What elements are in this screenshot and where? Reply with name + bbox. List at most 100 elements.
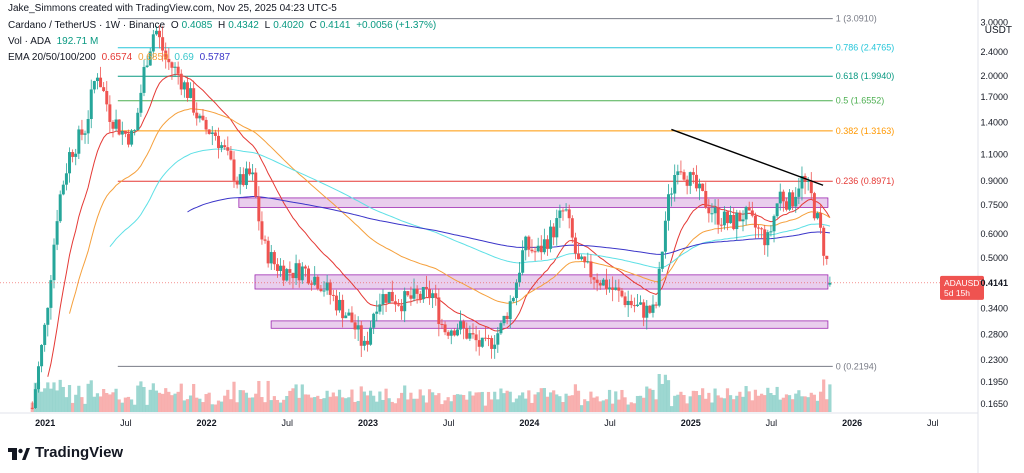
volume-legend[interactable]: Vol · ADA 192.71 M bbox=[8, 36, 101, 47]
volume-bar bbox=[263, 402, 267, 412]
candle-body bbox=[154, 30, 158, 35]
change-value: +0.0056 (+1.37%) bbox=[356, 20, 437, 31]
candle-body bbox=[738, 212, 742, 222]
candle-body bbox=[248, 168, 252, 175]
y-tick-label: 2.0000 bbox=[980, 71, 1008, 81]
candle-body bbox=[626, 300, 630, 306]
candle-body bbox=[791, 192, 795, 207]
volume-bar bbox=[375, 401, 379, 412]
volume-bar bbox=[511, 402, 515, 412]
volume-bar bbox=[607, 389, 612, 412]
candle-body bbox=[331, 294, 335, 296]
support-zone bbox=[238, 197, 829, 208]
volume-bar bbox=[179, 383, 183, 412]
volume-bar bbox=[126, 396, 131, 412]
volume-bar bbox=[145, 404, 149, 412]
candle-body bbox=[462, 321, 466, 329]
volume-bar bbox=[418, 389, 422, 412]
candle-body bbox=[64, 173, 68, 185]
volume-bar bbox=[570, 395, 574, 412]
ema100-value: 0.69 bbox=[174, 52, 194, 63]
candle-body bbox=[300, 266, 304, 281]
volume-bar bbox=[629, 402, 633, 412]
candle-body bbox=[549, 226, 553, 249]
volume-bar bbox=[409, 392, 413, 412]
candle-body bbox=[89, 89, 93, 120]
candle-body bbox=[744, 207, 748, 220]
volume-bar bbox=[387, 398, 391, 412]
candle-body bbox=[514, 282, 518, 299]
candle-body bbox=[46, 307, 50, 325]
candle-body bbox=[809, 180, 813, 194]
tradingview-logo[interactable]: TradingView bbox=[8, 444, 123, 461]
ema-legend[interactable]: EMA 20/50/100/200 0.6574 0.6859 0.69 0.5… bbox=[8, 52, 233, 63]
candle-body bbox=[117, 119, 121, 135]
x-tick-label: 2022 bbox=[197, 418, 217, 428]
volume-bar bbox=[198, 398, 202, 412]
symbol-name[interactable]: Cardano / TetherUS · 1W · Binance bbox=[8, 20, 166, 31]
candle-body bbox=[123, 131, 127, 134]
candle-body bbox=[688, 172, 692, 186]
candle-body bbox=[797, 188, 801, 197]
volume-bar bbox=[825, 399, 829, 412]
fib-level-label: 0 (0.2194) bbox=[836, 361, 877, 371]
volume-bar bbox=[548, 392, 553, 412]
candle-body bbox=[722, 211, 726, 226]
volume-bar bbox=[440, 404, 444, 412]
candle-body bbox=[92, 81, 96, 90]
candle-body bbox=[648, 305, 652, 313]
volume-bar bbox=[142, 386, 146, 412]
candle-body bbox=[775, 203, 779, 217]
volume-bar bbox=[694, 390, 699, 412]
candle-body bbox=[778, 191, 782, 204]
candle-body bbox=[679, 171, 683, 173]
candle-body bbox=[487, 337, 491, 339]
volume-bar bbox=[241, 390, 245, 412]
volume-bar bbox=[272, 396, 276, 412]
candle-body bbox=[55, 221, 59, 245]
volume-bar bbox=[80, 397, 84, 412]
candle-body bbox=[319, 288, 323, 292]
volume-bar bbox=[638, 395, 643, 412]
fib-level-label: 0.618 (1.9940) bbox=[836, 71, 895, 81]
volume-bar bbox=[232, 381, 236, 412]
volume-bar bbox=[688, 396, 692, 412]
volume-bar bbox=[691, 390, 695, 412]
volume-bar bbox=[505, 390, 509, 412]
candle-body bbox=[232, 159, 236, 181]
volume-bar bbox=[396, 398, 401, 412]
candle-body bbox=[369, 327, 373, 345]
candle-body bbox=[632, 305, 636, 307]
candle-body bbox=[126, 133, 130, 145]
volume-bar bbox=[648, 388, 652, 412]
candle-body bbox=[71, 152, 75, 157]
candle-body bbox=[673, 174, 677, 194]
candle-body bbox=[372, 313, 376, 328]
volume-bar bbox=[660, 383, 664, 412]
candle-body bbox=[30, 407, 34, 409]
volume-bar bbox=[260, 397, 264, 412]
x-tick-label: Jul bbox=[120, 418, 132, 428]
volume-bar bbox=[480, 391, 484, 412]
volume-bar bbox=[362, 391, 366, 412]
y-tick-label: 1.7000 bbox=[980, 92, 1008, 102]
candle-body bbox=[511, 298, 515, 302]
volume-bar bbox=[812, 394, 816, 412]
candle-body bbox=[468, 333, 472, 339]
volume-bar bbox=[725, 388, 730, 412]
candle-body bbox=[760, 228, 764, 230]
candle-body bbox=[306, 268, 310, 284]
candle-body bbox=[254, 172, 258, 197]
volume-bar bbox=[322, 398, 326, 412]
volume-bar bbox=[337, 389, 342, 412]
candle-body bbox=[459, 321, 463, 330]
candle-body bbox=[725, 211, 729, 224]
volume-bar bbox=[235, 402, 239, 412]
candle-body bbox=[806, 180, 810, 182]
volume-bar bbox=[71, 402, 75, 412]
volume-bar bbox=[89, 380, 93, 412]
candle-body bbox=[753, 215, 757, 228]
volume-bar bbox=[620, 389, 624, 412]
volume-bar bbox=[378, 391, 382, 412]
